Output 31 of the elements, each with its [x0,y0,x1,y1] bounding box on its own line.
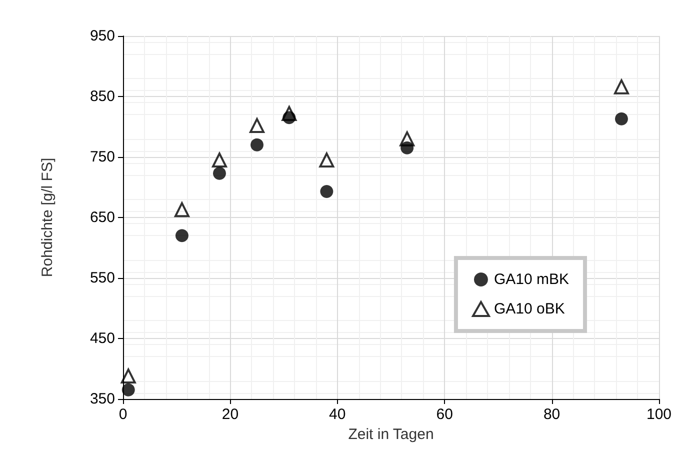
point [614,79,629,94]
point [320,184,334,198]
legend-label: GA10 mBK [494,271,569,288]
y-tick-label: 950 [90,28,115,44]
x-tick-label: 20 [222,406,239,423]
point [400,131,415,146]
point [614,112,628,126]
y-tick-label: 450 [90,330,115,347]
y-tick-label: 550 [90,270,115,286]
x-tick-label: 0 [118,406,128,423]
x-tick-label: 100 [646,406,672,423]
point [250,138,264,152]
y-tick-label: 650 [90,209,115,226]
y-axis-title: Rohdichte [g/l FS] [39,158,56,278]
x-tick-label: 80 [543,406,560,423]
legend-label: GA10 oBK [494,300,565,318]
point [212,152,227,168]
y-tick-label: 850 [90,88,115,105]
point [174,202,190,218]
x-tick-label: 40 [329,406,346,423]
point [122,383,135,396]
point [212,166,226,180]
point [282,106,297,121]
y-tick-label: 750 [90,148,115,166]
point [175,229,188,242]
point [120,368,136,384]
point [250,118,264,134]
y-tick-label: 350 [90,390,115,408]
x-tick-label: 60 [436,406,453,423]
x-axis-title: Zeit in Tagen [348,426,434,443]
point [319,152,334,168]
